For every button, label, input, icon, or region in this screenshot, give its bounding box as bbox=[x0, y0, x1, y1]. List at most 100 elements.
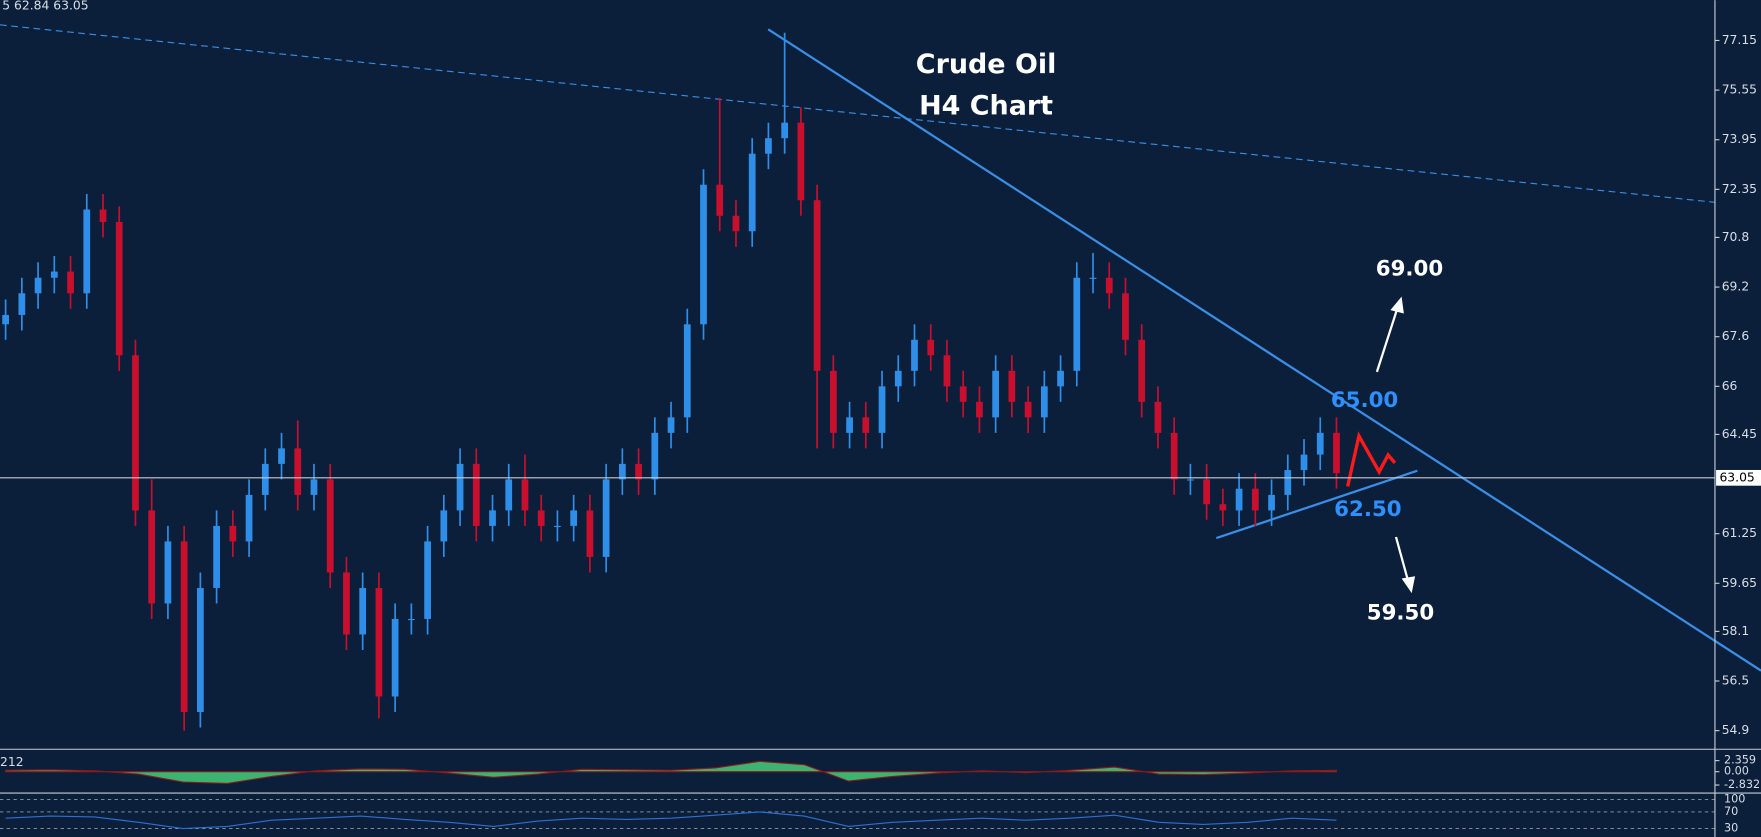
annotation: 65.00 bbox=[1331, 388, 1398, 413]
candle-body bbox=[1219, 504, 1227, 511]
candle-body bbox=[683, 324, 691, 418]
y-tick-label: 77.15 bbox=[1722, 33, 1757, 47]
candle-body bbox=[943, 355, 951, 387]
resistance-dashed bbox=[0, 24, 1716, 203]
y-tick-label: 75.55 bbox=[1722, 83, 1757, 97]
candle-body bbox=[1024, 401, 1032, 418]
candle-body bbox=[1284, 470, 1292, 495]
candle-body bbox=[1040, 386, 1048, 418]
trendline-up bbox=[1215, 469, 1418, 540]
macd-tick-label: -2.832 bbox=[1724, 778, 1760, 791]
candle-body bbox=[407, 618, 415, 621]
header-text: 5 62.84 63.05 bbox=[2, 0, 88, 12]
y-tick-label: 73.95 bbox=[1722, 132, 1757, 146]
candle-body bbox=[878, 386, 886, 433]
candle-body bbox=[197, 587, 204, 713]
candle-body bbox=[651, 432, 659, 480]
candle-body bbox=[797, 122, 805, 201]
arrow-up bbox=[1375, 305, 1400, 373]
candle-body bbox=[2, 314, 9, 325]
candle-body bbox=[748, 153, 756, 232]
y-tick-label: 64.45 bbox=[1722, 427, 1757, 441]
candle-body bbox=[992, 370, 1000, 418]
candle-body bbox=[1122, 293, 1129, 340]
candle-body bbox=[732, 215, 740, 232]
candle-body bbox=[67, 271, 74, 294]
candle-body bbox=[1251, 488, 1259, 511]
rsi-line bbox=[5, 811, 1337, 830]
candle-body bbox=[245, 494, 253, 542]
candle-body bbox=[700, 184, 707, 325]
y-tick-label: 66 bbox=[1722, 379, 1738, 393]
candle-body bbox=[1187, 479, 1194, 481]
candle-body bbox=[343, 572, 350, 635]
candles bbox=[2, 32, 1340, 731]
candle-body bbox=[1300, 454, 1308, 471]
candle-body bbox=[1073, 277, 1081, 371]
macd-tick-label: 2.359 bbox=[1724, 754, 1756, 767]
y-tick-label: 59.65 bbox=[1722, 576, 1757, 590]
candle-body bbox=[505, 479, 513, 511]
y-tick-label: 67.6 bbox=[1722, 329, 1750, 343]
candle-body bbox=[716, 184, 724, 216]
annotation: 59.50 bbox=[1367, 600, 1434, 625]
current-price-label: 63.05 bbox=[1719, 470, 1754, 484]
candle-body bbox=[927, 339, 935, 356]
y-tick-label: 72.35 bbox=[1722, 182, 1757, 196]
rsi-tick-label: 70 bbox=[1724, 805, 1738, 818]
candle-body bbox=[521, 479, 529, 511]
candle-body bbox=[911, 339, 918, 371]
candle-body bbox=[602, 479, 610, 557]
candle-body bbox=[261, 463, 269, 495]
rsi-tick-label: 100 bbox=[1724, 792, 1745, 805]
candle-body bbox=[618, 463, 626, 480]
arrow-down-head bbox=[1401, 576, 1416, 594]
y-tick-label: 70.8 bbox=[1722, 230, 1750, 244]
candle-body bbox=[829, 370, 837, 433]
candle-body bbox=[18, 293, 26, 315]
chart-subtitle: H4 Chart bbox=[919, 90, 1053, 121]
trendline-down bbox=[767, 28, 1761, 672]
candle-body bbox=[115, 221, 123, 356]
candle-body bbox=[586, 510, 594, 557]
candle-body bbox=[813, 200, 821, 371]
y-tick-label: 54.9 bbox=[1722, 723, 1749, 737]
candle-body bbox=[99, 209, 107, 222]
candle-body bbox=[959, 386, 967, 402]
candle-body bbox=[375, 587, 383, 697]
candle-body bbox=[570, 510, 578, 526]
candle-body bbox=[132, 355, 139, 511]
macd-histogram bbox=[5, 760, 1338, 785]
candle-body bbox=[229, 525, 237, 542]
rsi-tick-label: 30 bbox=[1724, 822, 1738, 835]
candle-body bbox=[846, 417, 853, 433]
annotation: 62.50 bbox=[1334, 497, 1401, 522]
candle-body bbox=[180, 541, 188, 713]
candle-body bbox=[1170, 432, 1178, 480]
arrow-down bbox=[1394, 536, 1410, 583]
candle-body bbox=[148, 510, 156, 604]
candle-body bbox=[1105, 277, 1113, 294]
candle-body bbox=[1089, 277, 1097, 279]
candle-body bbox=[164, 541, 172, 604]
candle-body bbox=[489, 510, 496, 526]
candle-body bbox=[359, 587, 367, 635]
candle-body bbox=[310, 479, 318, 495]
candle-body bbox=[472, 463, 480, 526]
candle-body bbox=[83, 209, 91, 294]
y-tick-label: 61.25 bbox=[1722, 526, 1757, 540]
candle-body bbox=[213, 525, 220, 588]
candle-body bbox=[424, 541, 431, 619]
y-tick-label: 58.1 bbox=[1722, 624, 1749, 638]
projection-path bbox=[1346, 431, 1397, 487]
candle-body bbox=[456, 463, 464, 511]
candle-body bbox=[326, 479, 334, 573]
annotation: 69.00 bbox=[1376, 257, 1443, 282]
candle-body bbox=[1138, 339, 1146, 402]
candle-body bbox=[1008, 370, 1016, 402]
current-price-box bbox=[1716, 469, 1761, 486]
candle-body bbox=[50, 271, 58, 278]
candle-body bbox=[1057, 370, 1064, 387]
candle-body bbox=[1333, 432, 1340, 474]
